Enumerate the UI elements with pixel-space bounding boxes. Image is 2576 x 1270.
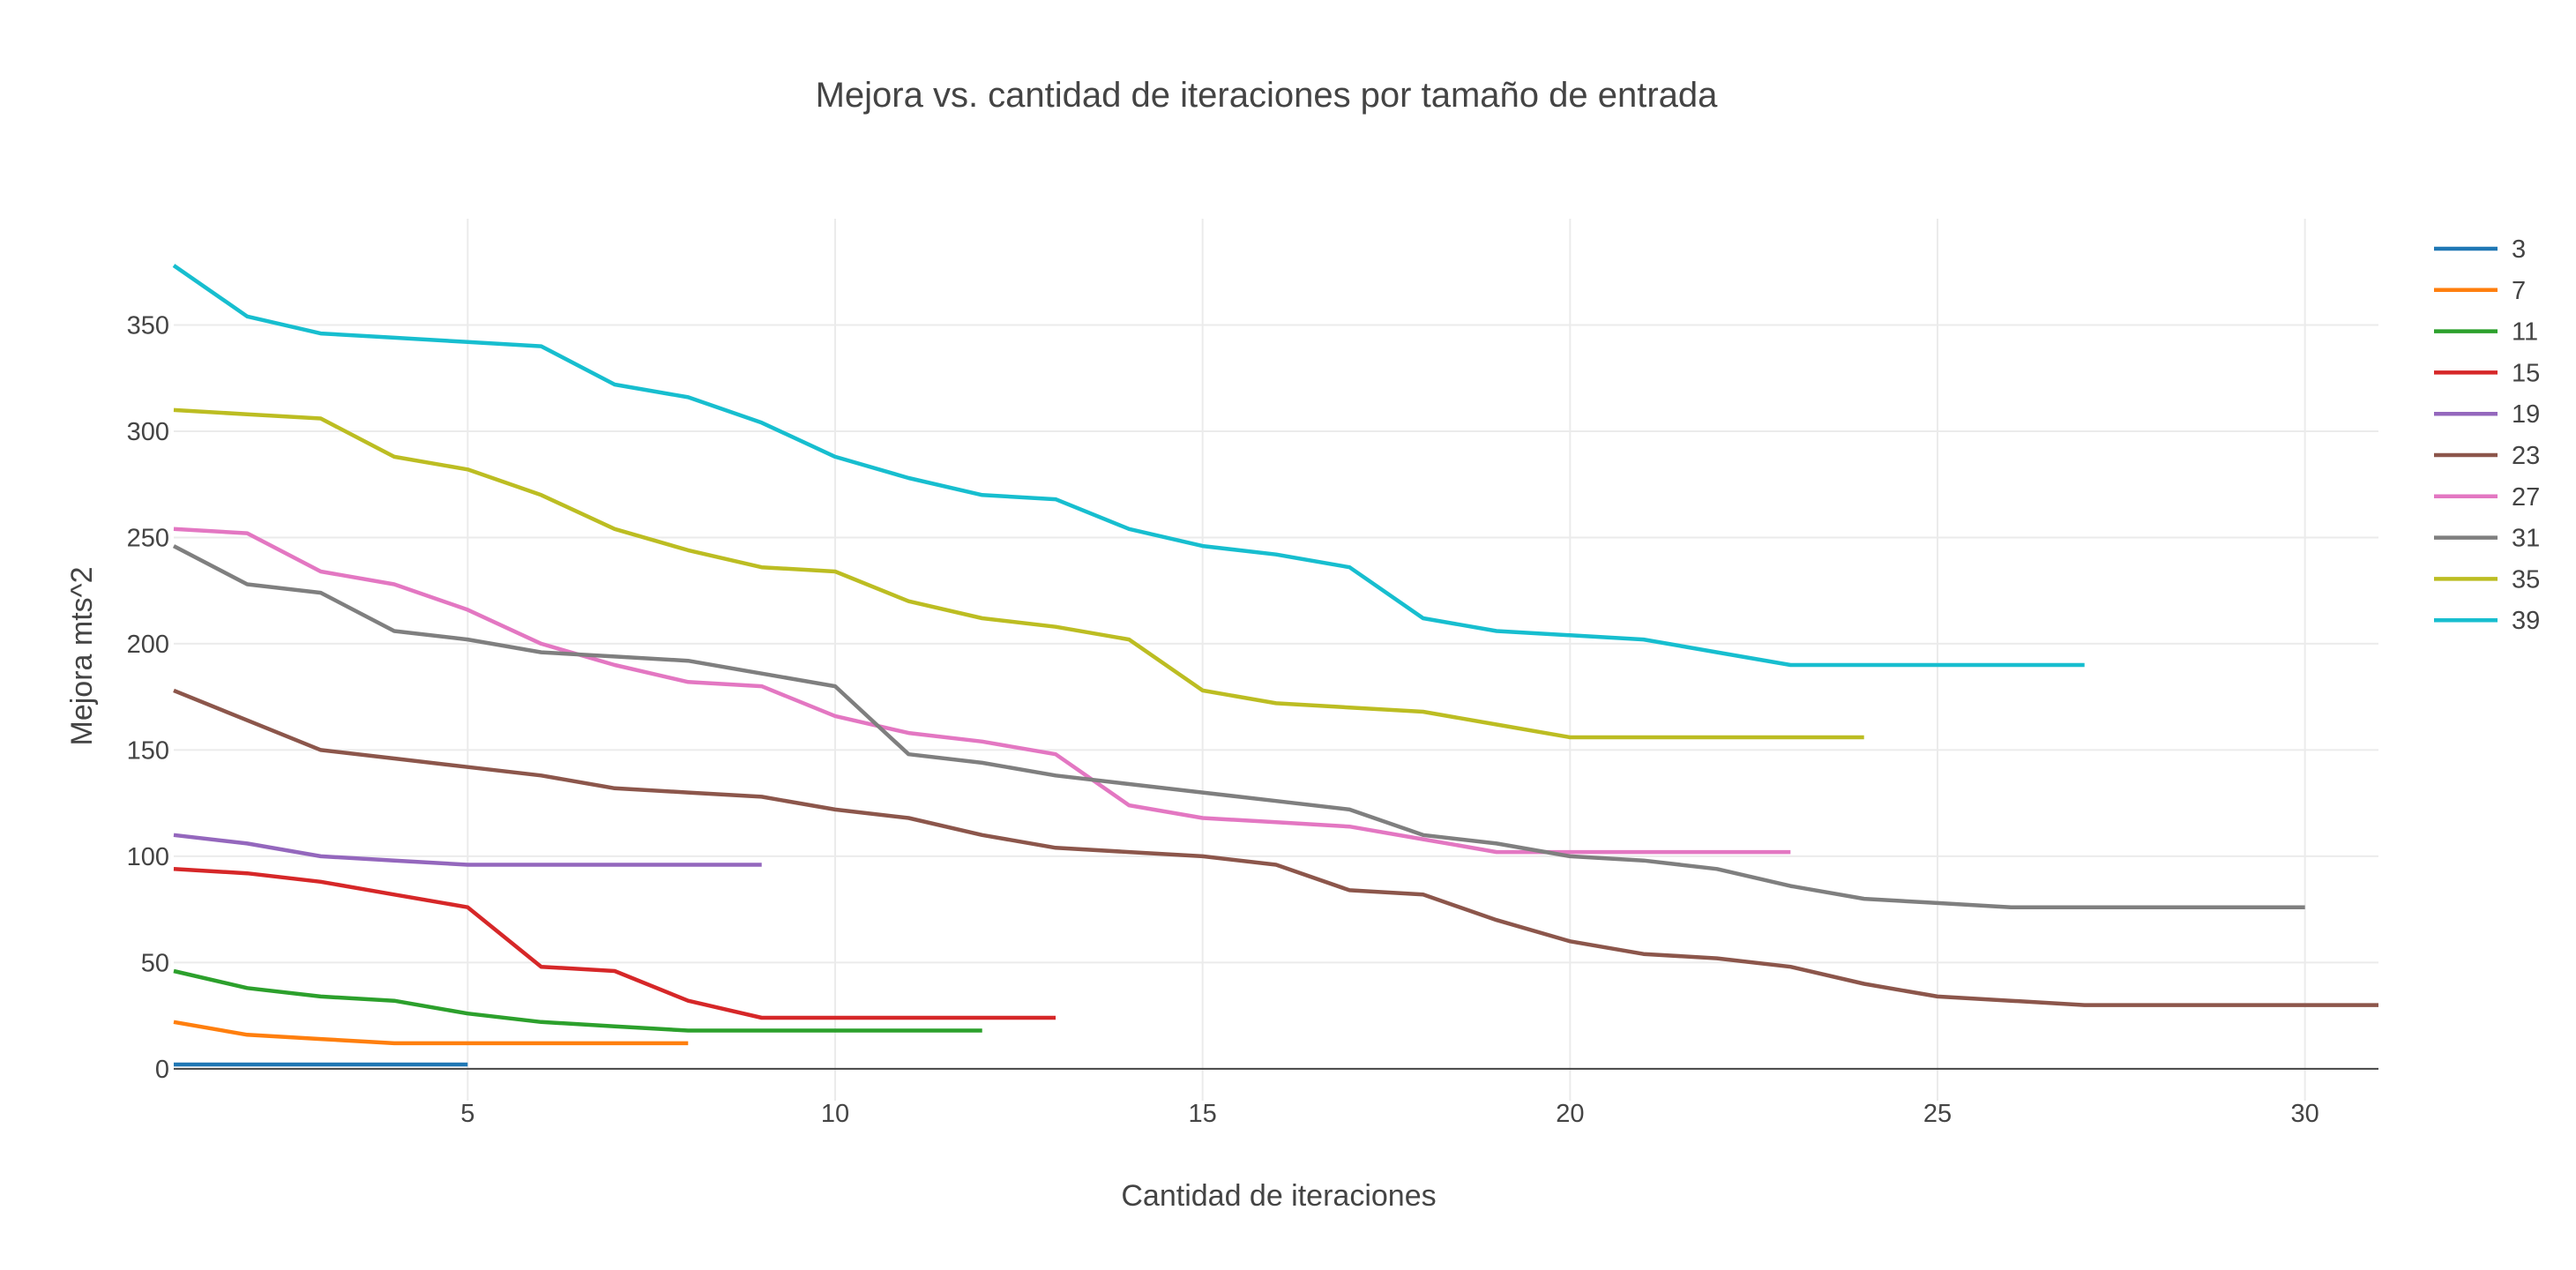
x-tick-label: 30 — [2291, 1100, 2319, 1128]
legend-item-31[interactable]: 31 — [2434, 525, 2540, 553]
series-line-7 — [173, 1020, 689, 1046]
series-line-11 — [173, 968, 982, 1033]
x-tick-label: 25 — [1923, 1100, 1952, 1128]
series-lines — [172, 264, 2378, 1067]
series-line-15 — [173, 867, 1056, 1020]
legend-label: 39 — [2512, 607, 2540, 635]
legend-label: 11 — [2512, 318, 2538, 347]
x-axis-title: Cantidad de iteraciones — [1121, 1179, 1436, 1213]
x-tick-label: 15 — [1189, 1100, 1217, 1128]
x-axis-ticks: 5 10 15 20 25 30 — [460, 1100, 2319, 1128]
y-axis-ticks: 0 50 100 150 200 250 300 350 — [127, 311, 169, 1083]
y-tick-label: 350 — [127, 311, 169, 340]
legend-label: 19 — [2512, 400, 2540, 429]
y-tick-label: 50 — [141, 949, 169, 977]
legend-item-39[interactable]: 39 — [2434, 607, 2540, 635]
legend-item-11[interactable]: 11 — [2434, 318, 2538, 347]
legend-label: 15 — [2512, 359, 2540, 387]
y-tick-label: 250 — [127, 524, 169, 552]
series-line-27 — [173, 527, 1791, 855]
series-line-31 — [172, 544, 2305, 909]
legend-item-19[interactable]: 19 — [2434, 400, 2540, 429]
series-line-19 — [173, 833, 762, 867]
legend-label: 3 — [2512, 235, 2526, 264]
x-tick-label: 20 — [1556, 1100, 1584, 1128]
legend-label: 31 — [2512, 525, 2540, 553]
legend-label: 35 — [2512, 565, 2540, 594]
x-tick-label: 10 — [821, 1100, 849, 1128]
y-tick-label: 300 — [127, 418, 169, 446]
legend: 3 7 11 15 19 23 27 31 35 39 — [2434, 235, 2540, 635]
legend-item-15[interactable]: 15 — [2434, 359, 2540, 387]
y-axis-title: Mejora mts^2 — [65, 566, 99, 745]
legend-item-23[interactable]: 23 — [2434, 442, 2540, 470]
legend-item-35[interactable]: 35 — [2434, 565, 2540, 594]
chart-title: Mejora vs. cantidad de iteraciones por t… — [816, 76, 1719, 115]
y-tick-label: 200 — [127, 631, 169, 659]
series-line-39 — [172, 264, 2085, 668]
y-tick-label: 100 — [127, 843, 169, 871]
legend-item-27[interactable]: 27 — [2434, 483, 2540, 512]
x-tick-label: 5 — [460, 1100, 474, 1128]
legend-label: 27 — [2512, 483, 2540, 512]
legend-item-3[interactable]: 3 — [2434, 235, 2526, 264]
grid — [174, 219, 2378, 1101]
legend-item-7[interactable]: 7 — [2434, 277, 2526, 305]
series-line-35 — [173, 407, 1864, 740]
series-line-23 — [173, 688, 2378, 1007]
y-tick-label: 0 — [155, 1056, 169, 1084]
legend-label: 7 — [2512, 277, 2526, 305]
y-tick-label: 150 — [127, 736, 169, 765]
legend-label: 23 — [2512, 442, 2540, 470]
